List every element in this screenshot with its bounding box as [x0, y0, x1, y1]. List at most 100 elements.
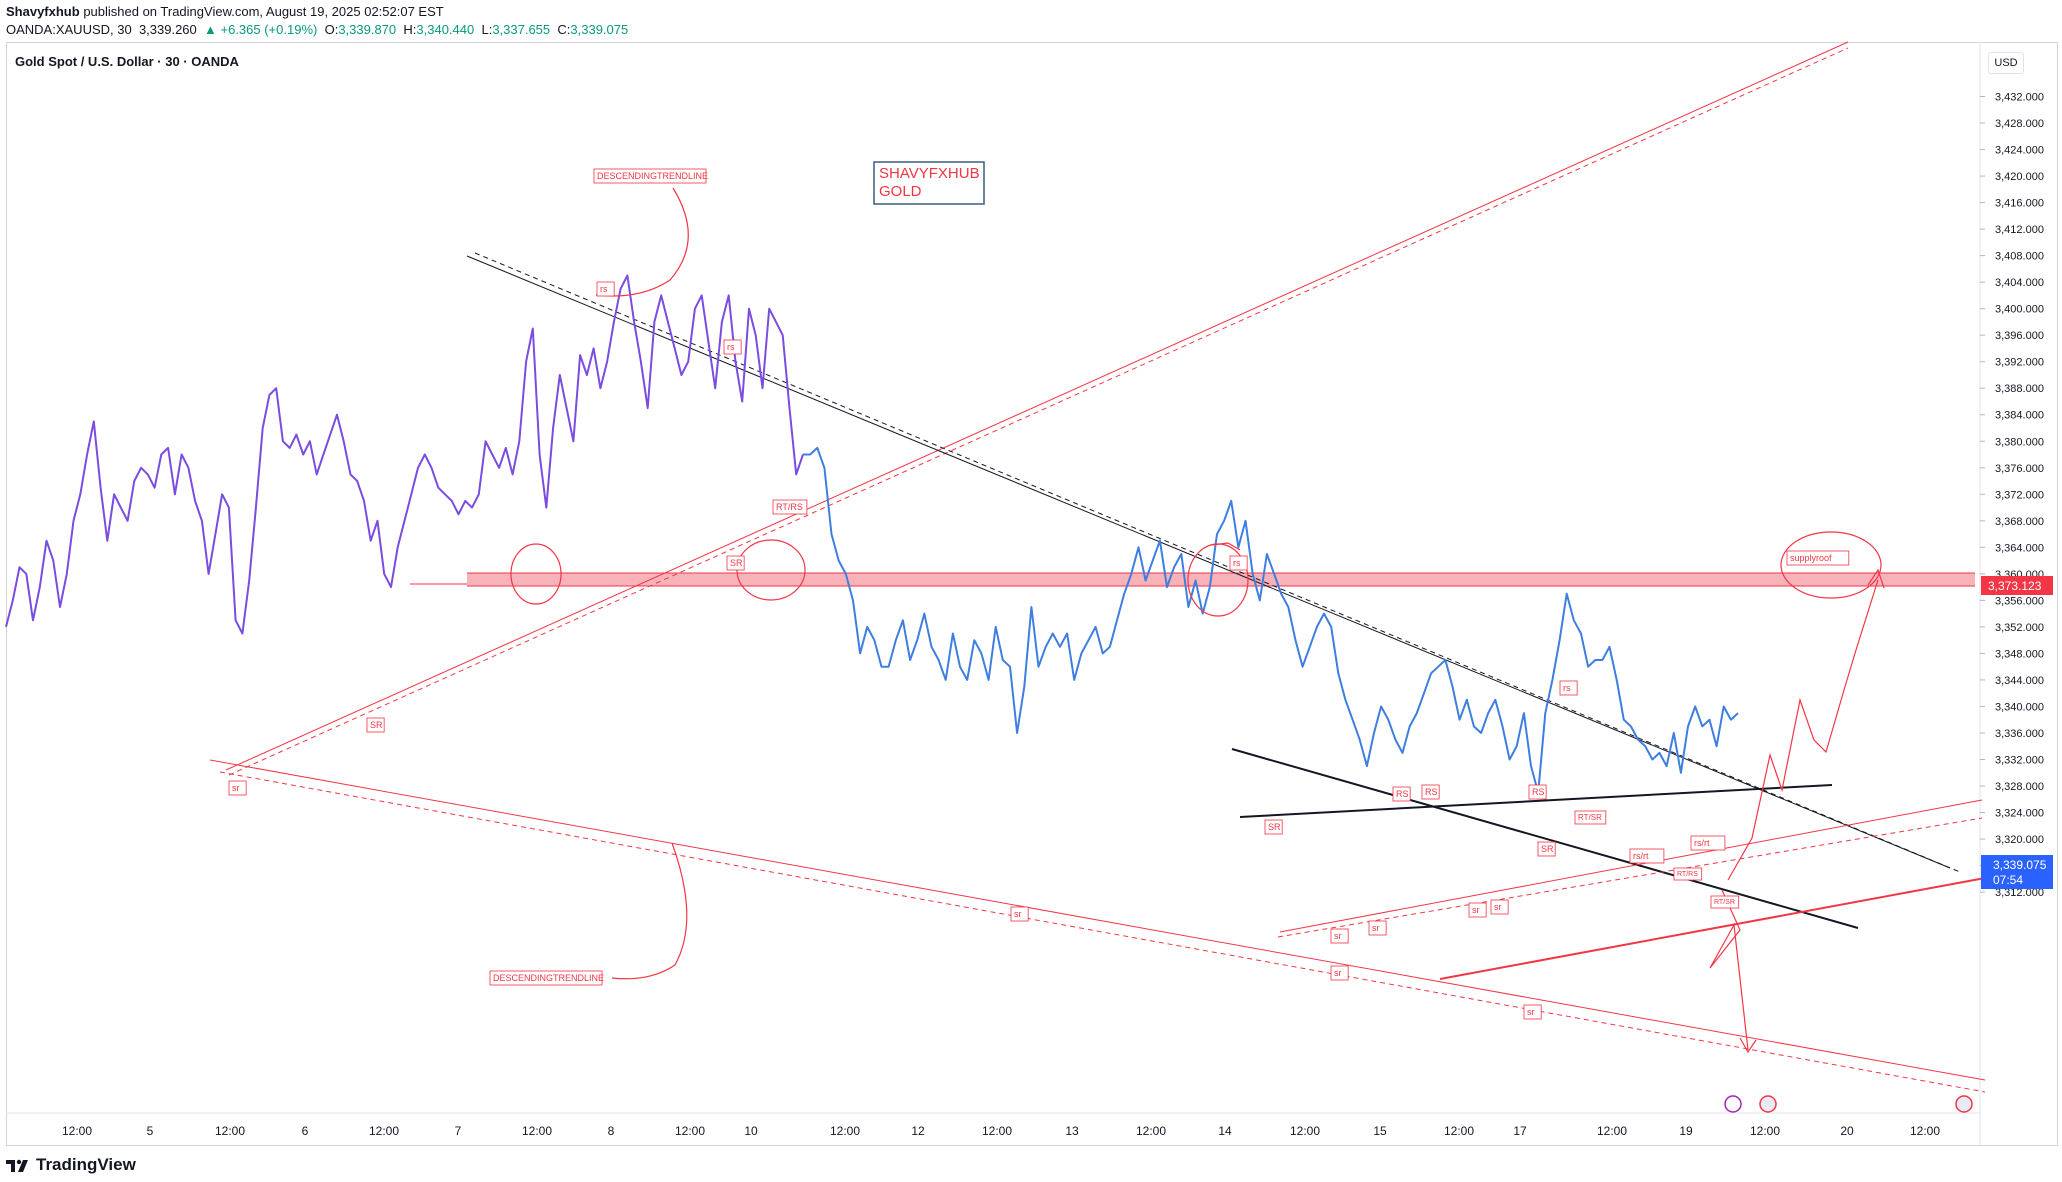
x-tick-label: 13	[1065, 1124, 1079, 1138]
y-tick-label: 3,356.000	[1995, 595, 2044, 607]
y-tick-label: 3,312.000	[1995, 887, 2044, 899]
y-tick-label: 3,412.000	[1995, 224, 2044, 236]
open-value: 3,339.870	[338, 22, 397, 37]
chart-frame[interactable]	[6, 42, 2058, 1146]
x-tick-label: 8	[608, 1124, 615, 1138]
x-tick-label: 12:00	[982, 1124, 1012, 1138]
watermark-box	[873, 161, 985, 205]
high-value: 3,340.440	[416, 22, 475, 37]
y-tick-label: 3,408.000	[1995, 251, 2044, 263]
circle-marker-2	[736, 539, 806, 601]
watermark-line-1: SHAVYFXHUB	[879, 165, 980, 182]
tradingview-logo-icon	[6, 1159, 28, 1172]
label-sr-3: sr	[232, 783, 240, 793]
label-sr-6-box	[1330, 928, 1349, 944]
last-price-badge	[1981, 855, 2053, 889]
label-rt-sr-1: RT/SR	[1578, 813, 1602, 822]
falling-trendline-bold	[1231, 748, 1859, 929]
close-label: C:	[557, 22, 571, 37]
label-descendingtrendline-bottom: DESCENDINGTRENDLINE	[493, 973, 604, 983]
x-tick-label: 12:00	[1750, 1124, 1780, 1138]
last-price-text: 3,339.075	[1993, 858, 2047, 872]
x-tick-label: 12:00	[369, 1124, 399, 1138]
label-rs-rt-1: rs/rt	[1633, 851, 1649, 861]
label-sr-8: sr	[1472, 905, 1480, 915]
label-rt-sr-1-box	[1574, 810, 1607, 825]
label-rs-3-box	[1229, 555, 1248, 571]
label-rt-sr-2-box	[1710, 895, 1740, 909]
x-tick-label: 12:00	[830, 1124, 860, 1138]
y-tick-label: 3,420.000	[1995, 171, 2044, 183]
tradingview-logo[interactable]: TradingView	[6, 1155, 136, 1175]
label-sr-8-box	[1468, 902, 1487, 918]
label-sr-2: SR	[370, 720, 383, 730]
x-tick-label: 12:00	[1597, 1124, 1627, 1138]
y-tick-label: 3,404.000	[1995, 277, 2044, 289]
label-supplyroof-box	[1786, 550, 1850, 566]
label-descendingtrendline-top: DESCENDINGTRENDLINE	[597, 171, 708, 181]
label-sr-4-box	[1264, 819, 1283, 835]
label-rt-sr-2: RT/SR	[1714, 899, 1735, 906]
y-tick-label: 3,348.000	[1995, 648, 2044, 660]
y-tick-label: 3,372.000	[1995, 489, 2044, 501]
label-rs-5: RS	[1425, 787, 1438, 797]
bearish-projection	[1709, 889, 1749, 1051]
x-tick-label: 5	[147, 1124, 154, 1138]
y-tick-label: 3,384.000	[1995, 410, 2044, 422]
x-tick-label: 10	[744, 1124, 758, 1138]
label-rs-3: rs	[1233, 558, 1241, 568]
label-sr-6: sr	[1334, 931, 1342, 941]
y-tick-label: 3,352.000	[1995, 622, 2044, 634]
x-tick-label: 20	[1840, 1124, 1854, 1138]
x-tick-label: 12:00	[215, 1124, 245, 1138]
label-sr-5: SR	[1541, 844, 1554, 854]
label-sr-7-box	[1368, 920, 1387, 936]
low-value: 3,337.655	[492, 22, 551, 37]
descending-channel-line	[209, 759, 1986, 1081]
us-flag-event-icon-2	[1955, 1095, 1973, 1113]
x-tick-label: 12:00	[1136, 1124, 1166, 1138]
close-value: 3,339.075	[570, 22, 629, 37]
label-rs-1: rs	[600, 284, 608, 294]
label-rs-1-box	[596, 281, 615, 297]
y-tick-label: 3,428.000	[1995, 118, 2044, 130]
projection-arrowhead-up	[1867, 568, 1885, 589]
lightning-event-icon	[1724, 1095, 1742, 1113]
symbol-label: OANDA:XAUUSD, 30	[6, 22, 132, 37]
label-rs-5-box	[1421, 784, 1440, 800]
y-tick-label: 3,388.000	[1995, 383, 2044, 395]
x-tick-label: 12:00	[1444, 1124, 1474, 1138]
y-tick-label: 3,400.000	[1995, 304, 2044, 316]
label-rs-rt-1-box	[1629, 848, 1665, 864]
y-tick-label: 3,380.000	[1995, 436, 2044, 448]
x-tick-label: 7	[455, 1124, 462, 1138]
label-sr-7: sr	[1372, 923, 1380, 933]
x-tick-label: 14	[1218, 1124, 1232, 1138]
y-tick-label: 3,340.000	[1995, 701, 2044, 713]
label-sr-3-box	[228, 780, 247, 796]
watermark-line-2: GOLD	[879, 183, 922, 200]
circle-marker-1	[510, 543, 562, 605]
author-name: Shavyfxhub	[6, 4, 80, 19]
y-tick-label: 3,344.000	[1995, 675, 2044, 687]
label-rs-6-box	[1528, 784, 1547, 800]
x-tick-label: 15	[1373, 1124, 1387, 1138]
currency-button[interactable]: USD	[1988, 52, 2024, 74]
label-rs-2: rs	[727, 342, 735, 352]
y-tick-label: 3,332.000	[1995, 755, 2044, 767]
rising-support-bold	[1439, 877, 1986, 980]
y-tick-label: 3,328.000	[1995, 781, 2044, 793]
label-rs-rt-2: rs/rt	[1694, 838, 1710, 848]
label-rs-6: RS	[1532, 787, 1545, 797]
label-rs-2-box	[723, 339, 742, 355]
label-rt-rs: RT/RS	[776, 502, 803, 512]
publish-info: Shavyfxhub published on TradingView.com,…	[6, 4, 444, 19]
y-tick-label: 3,324.000	[1995, 808, 2044, 820]
x-tick-label: 12:00	[675, 1124, 705, 1138]
price-series-late	[803, 446, 1739, 794]
y-tick-label: 3,336.000	[1995, 728, 2044, 740]
circle-marker-3-tick	[1211, 542, 1241, 551]
circle-marker-supply	[1780, 531, 1882, 599]
label-sr-4: SR	[1268, 822, 1281, 832]
